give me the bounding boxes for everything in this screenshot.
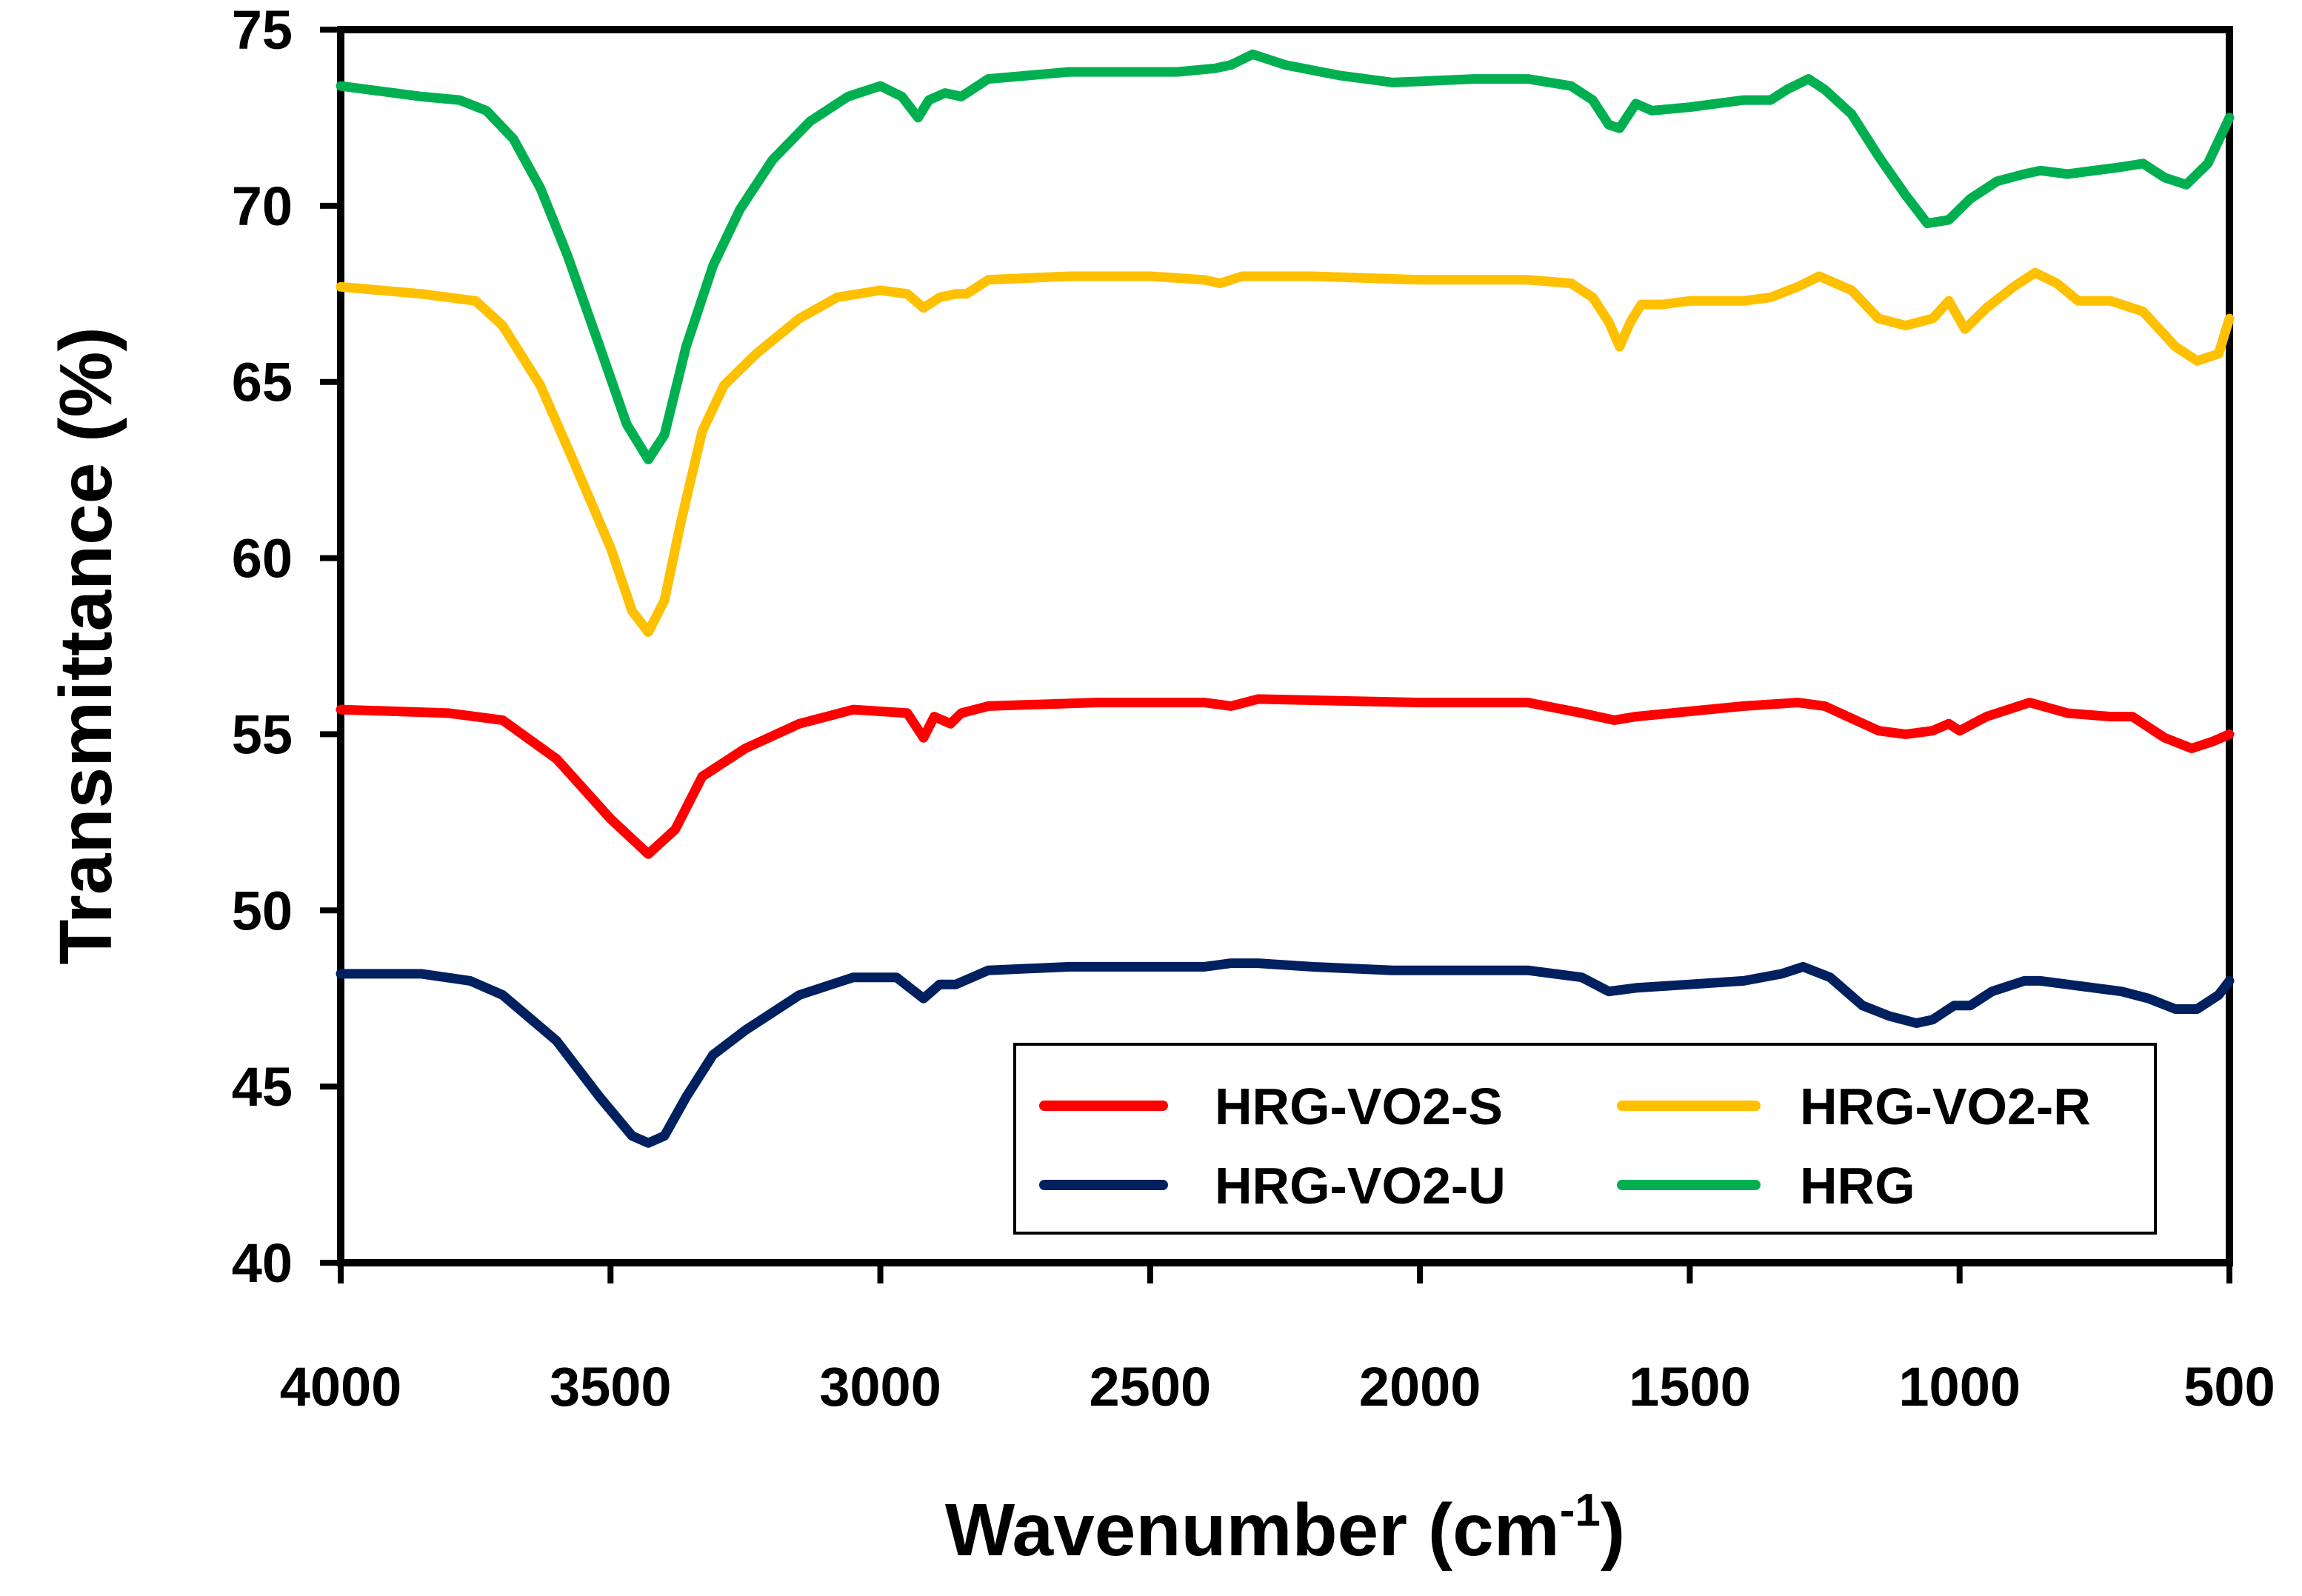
y-tick-label: 65	[232, 352, 293, 413]
y-tick-label: 55	[232, 704, 293, 765]
series-line-hrg-vo2-s	[336, 694, 2235, 859]
x-tick-label: 2000	[1359, 1356, 1481, 1418]
legend-box	[1013, 1043, 2157, 1235]
x-tick-label: 1000	[1898, 1356, 2021, 1418]
x-tick-label: 2500	[1090, 1356, 1212, 1418]
y-tick-label: 40	[232, 1232, 293, 1294]
x-axis-title-close: )	[1601, 1489, 1625, 1572]
x-axis-title: Wavenumber (cm-1)	[945, 1485, 1625, 1572]
series-line-hrg	[336, 49, 2235, 464]
series-line-hrg-vo2-u	[336, 958, 2235, 1148]
y-tick-label: 45	[232, 1056, 293, 1118]
x-tick-label: 4000	[280, 1356, 402, 1418]
legend-label-hrg-vo2-u: HRG-VO2-U	[1215, 1157, 1506, 1215]
x-tick-label: 3500	[550, 1356, 672, 1418]
x-tick-label: 500	[2183, 1356, 2275, 1418]
x-axis-title-main: Wavenumber (cm	[945, 1489, 1560, 1572]
legend-label-hrg-vo2-r: HRG-VO2-R	[1800, 1078, 2091, 1135]
legend: HRG-VO2-S HRG-VO2-R HRG-VO2-U HRG	[1013, 1043, 2157, 1235]
x-tick-label: 3000	[819, 1356, 941, 1418]
x-axis-ticks: 4000 3500 3000 2500 2000 1500 1000 500	[280, 1263, 2275, 1418]
y-tick-label: 60	[232, 528, 293, 590]
y-tick-label: 70	[232, 176, 293, 237]
y-axis-ticks: 40 45 50 55 60 65 70 75	[232, 0, 341, 1294]
series-layer	[336, 49, 2235, 1148]
series-line-hrg-vo2-r	[336, 267, 2235, 637]
y-axis-title: Transmittance (%)	[44, 327, 127, 964]
x-axis-title-superscript: -1	[1560, 1485, 1601, 1536]
legend-label-hrg: HRG	[1800, 1157, 1915, 1215]
y-tick-label: 50	[232, 880, 293, 941]
legend-label-hrg-vo2-s: HRG-VO2-S	[1215, 1078, 1503, 1135]
y-tick-label: 75	[232, 0, 293, 61]
x-tick-label: 1500	[1629, 1356, 1751, 1418]
